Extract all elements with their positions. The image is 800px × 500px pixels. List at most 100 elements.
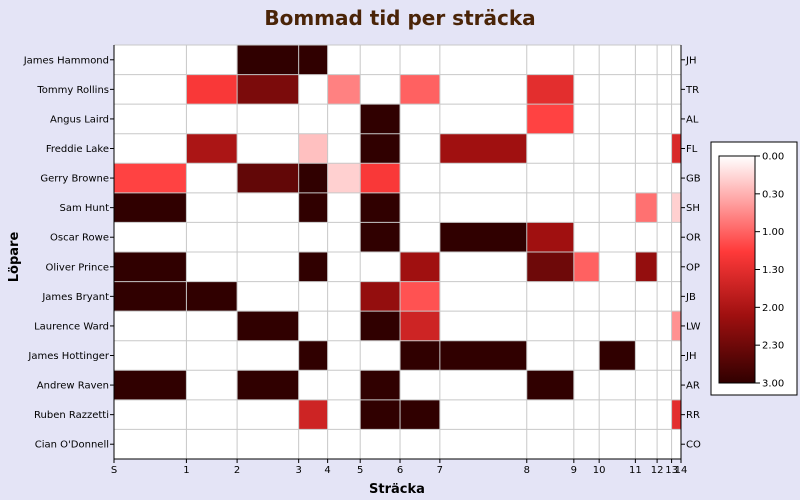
heatmap-cell xyxy=(671,311,681,341)
heatmap-cell xyxy=(526,252,574,282)
x-tick-label: 6 xyxy=(397,465,403,476)
heatmap-cell xyxy=(360,133,401,164)
heatmap-cell xyxy=(114,192,187,223)
heatmap-cell xyxy=(360,192,401,223)
runner-abbr-label: CO xyxy=(686,440,701,451)
heatmap-cell xyxy=(237,311,299,341)
colorbar-tick-label: 0.30 xyxy=(762,189,784,200)
runner-abbr-label: JB xyxy=(685,292,696,303)
heatmap-cell xyxy=(298,252,328,282)
colorbar-tick-label: 1.30 xyxy=(762,265,784,276)
heatmap-cell xyxy=(360,399,401,430)
heatmap-cell xyxy=(114,370,187,400)
heatmap-cell xyxy=(298,192,328,223)
x-tick-label: 12 xyxy=(651,465,664,476)
heatmap-cell xyxy=(186,74,238,105)
heatmap-cell xyxy=(635,192,658,223)
heatmap-cell xyxy=(526,74,574,105)
runner-abbr-label: LW xyxy=(686,321,701,332)
x-tick-label: 3 xyxy=(295,465,301,476)
runner-label: Oliver Prince xyxy=(45,262,109,273)
heatmap-cell xyxy=(400,281,440,312)
colorbar-tick-label: 2.30 xyxy=(762,341,784,352)
runner-label: James Hammond xyxy=(23,55,109,66)
runner-abbr-label: GB xyxy=(686,174,701,185)
heatmap-cell xyxy=(599,340,636,371)
runner-abbr-label: RR xyxy=(686,410,700,421)
heatmap-cell xyxy=(237,370,299,400)
runner-label: James Hottinger xyxy=(27,351,109,362)
heatmap-cell xyxy=(360,163,401,193)
heatmap-cell xyxy=(360,370,401,400)
runner-abbr-label: AL xyxy=(686,114,699,125)
heatmap-cell xyxy=(298,340,328,371)
heatmap-cell xyxy=(439,340,527,371)
colorbar-tick-label: 3.00 xyxy=(762,379,784,390)
runner-abbr-label: OP xyxy=(686,262,700,273)
runner-label: James Bryant xyxy=(41,292,109,303)
runner-label: Oscar Rowe xyxy=(50,233,109,244)
heatmap-cell xyxy=(635,252,658,282)
x-tick-label: 1 xyxy=(183,465,189,476)
x-tick-label: S xyxy=(111,465,117,476)
heatmap-cell xyxy=(526,104,574,134)
heatmap-cell xyxy=(400,399,440,430)
runner-label: Andrew Raven xyxy=(37,381,109,392)
heatmap-cell xyxy=(114,163,187,193)
chart-title: Bommad tid per sträcka xyxy=(264,6,536,30)
colorbar-tick-label: 1.00 xyxy=(762,227,784,238)
runner-label: Gerry Browne xyxy=(40,174,109,185)
heatmap-cell xyxy=(186,281,238,312)
heatmap-cell xyxy=(439,222,527,252)
heatmap-cell xyxy=(360,281,401,312)
heatmap-cell xyxy=(114,252,187,282)
heatmap-cell xyxy=(671,399,681,430)
runner-abbr-label: JH xyxy=(685,55,696,66)
x-tick-label: 7 xyxy=(437,465,443,476)
x-tick-label: 11 xyxy=(629,465,642,476)
y-axis-title: Löpare xyxy=(7,232,22,283)
x-tick-label: 2 xyxy=(234,465,240,476)
heatmap-cell xyxy=(360,222,401,252)
heatmap-cell xyxy=(573,252,600,282)
heatmap-cell xyxy=(671,192,681,223)
runner-abbr-label: JH xyxy=(685,351,696,362)
x-tick-label: 5 xyxy=(357,465,363,476)
runner-label: Laurence Ward xyxy=(34,321,109,332)
heatmap-cell xyxy=(298,399,328,430)
x-tick-label: 9 xyxy=(571,465,577,476)
heatmap-cell xyxy=(327,74,361,105)
heatmap-cell xyxy=(671,133,681,164)
heatmap-cell xyxy=(400,252,440,282)
heatmap-cell xyxy=(400,74,440,105)
runner-label: Freddie Lake xyxy=(46,144,109,155)
colorbar-tick-label: 2.00 xyxy=(762,303,784,314)
heatmap-cell xyxy=(298,163,328,193)
x-tick-label: 14 xyxy=(675,465,688,476)
runner-abbr-label: SH xyxy=(686,203,700,214)
runner-label: Tommy Rollins xyxy=(36,85,109,96)
runner-label: Cian O'Donnell xyxy=(35,440,109,451)
heatmap-cell xyxy=(526,222,574,252)
heatmap-cell xyxy=(114,281,187,312)
runner-label: Ruben Razzetti xyxy=(34,410,109,421)
heatmap-cell xyxy=(439,133,527,164)
heatmap-cell xyxy=(237,163,299,193)
runner-abbr-label: FL xyxy=(686,144,698,155)
heatmap-cell xyxy=(526,370,574,400)
heatmap-cell xyxy=(360,104,401,134)
heatmap-cell xyxy=(186,133,238,164)
runner-abbr-label: OR xyxy=(686,233,701,244)
runner-abbr-label: AR xyxy=(686,381,700,392)
heatmap-cell xyxy=(360,311,401,341)
runner-label: Angus Laird xyxy=(50,114,109,125)
colorbar xyxy=(710,141,798,396)
x-tick-label: 10 xyxy=(593,465,606,476)
x-tick-label: 4 xyxy=(324,465,330,476)
colorbar-tick-label: 0.00 xyxy=(762,152,784,163)
heatmap-cell xyxy=(237,74,299,105)
heatmap-cell xyxy=(298,45,328,75)
runner-label: Sam Hunt xyxy=(59,203,109,214)
heatmap-cell xyxy=(298,133,328,164)
